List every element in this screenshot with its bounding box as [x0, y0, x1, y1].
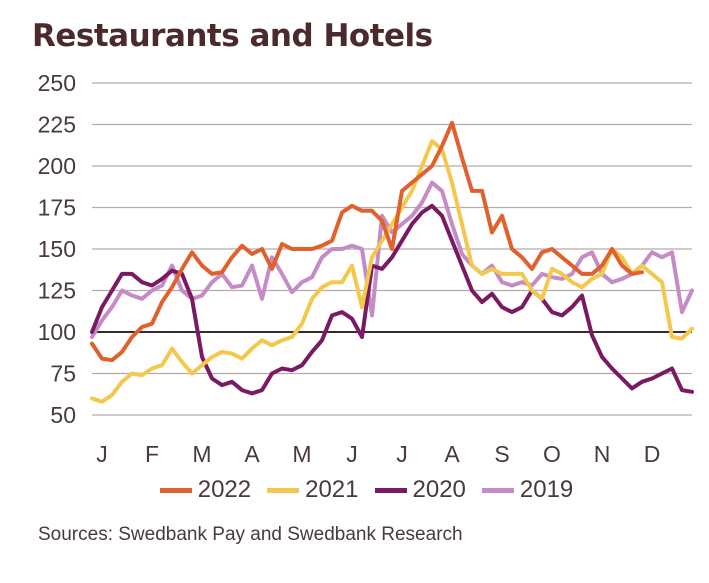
- legend-label: 2021: [305, 476, 359, 503]
- x-tick-label: N: [594, 441, 611, 467]
- legend-label: 2020: [412, 476, 466, 503]
- x-tick-label: J: [96, 441, 108, 467]
- legend-swatch-2019: [481, 487, 514, 493]
- y-tick-label: 175: [38, 195, 76, 221]
- line-chart: 50 75 100 125 150 175 200 225 250 J F M A M J J A S O N D: [38, 70, 694, 467]
- y-tick-label: 150: [38, 236, 76, 262]
- x-tick-label: A: [444, 441, 460, 467]
- y-axis-ticks: 50 75 100 125 150 175 200 225 250: [38, 70, 76, 428]
- legend-item-2022: 2022: [159, 476, 252, 504]
- y-tick-label: 250: [38, 70, 76, 96]
- x-tick-label: M: [292, 441, 311, 467]
- y-tick-label: 225: [38, 112, 76, 138]
- x-tick-label: M: [192, 441, 211, 467]
- legend-item-2019: 2019: [481, 476, 574, 504]
- x-tick-label: J: [396, 441, 408, 467]
- y-tick-label: 100: [38, 319, 76, 345]
- series-lines: [90, 120, 694, 404]
- x-tick-label: S: [494, 441, 509, 467]
- legend: 2022 2021 2020 2019: [0, 476, 709, 504]
- series-line-2020: [90, 203, 694, 396]
- chart-title: Restaurants and Hotels: [32, 18, 433, 54]
- legend-swatch-2020: [374, 487, 407, 493]
- y-tick-label: 200: [38, 153, 76, 179]
- x-tick-label: O: [543, 441, 561, 467]
- x-tick-label: D: [644, 441, 661, 467]
- legend-swatch-2021: [267, 487, 300, 493]
- y-tick-label: 50: [50, 402, 76, 428]
- legend-item-2021: 2021: [267, 476, 359, 504]
- legend-label: 2019: [519, 476, 574, 503]
- legend-item-2020: 2020: [374, 476, 466, 504]
- y-tick-label: 75: [50, 361, 76, 387]
- x-tick-label: F: [145, 441, 159, 467]
- gridlines: [92, 82, 692, 416]
- y-tick-label: 125: [38, 278, 76, 304]
- x-tick-label: A: [244, 441, 260, 467]
- legend-label: 2022: [197, 476, 252, 503]
- series-line-2022: [90, 120, 644, 363]
- series-line-2021: [90, 139, 694, 404]
- source-note: Sources: Swedbank Pay and Swedbank Resea…: [38, 524, 463, 545]
- legend-swatch-2022: [159, 487, 192, 493]
- x-tick-label: J: [346, 441, 358, 467]
